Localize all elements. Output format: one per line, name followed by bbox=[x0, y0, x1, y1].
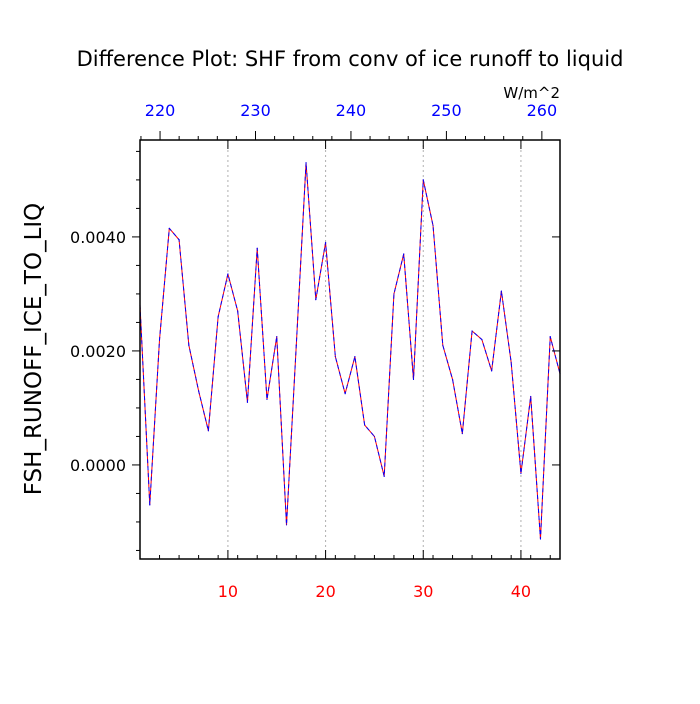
data-point bbox=[442, 344, 444, 346]
data-point bbox=[510, 361, 512, 363]
top-tick-label: 220 bbox=[145, 101, 176, 120]
data-point bbox=[539, 538, 542, 540]
data-point bbox=[305, 162, 307, 164]
series-line bbox=[139, 162, 561, 540]
data-point bbox=[168, 227, 170, 229]
data-point bbox=[461, 432, 463, 435]
data-point bbox=[432, 224, 434, 227]
data-point bbox=[549, 336, 551, 338]
tick-labels: 10 20 30 40 220 230 240 250 260 0.0000 0.0020 0.004… bbox=[70, 101, 557, 601]
data-point bbox=[295, 344, 297, 346]
data-point bbox=[481, 338, 483, 341]
data-point bbox=[285, 524, 288, 526]
data-point bbox=[364, 424, 366, 426]
data-point bbox=[227, 273, 229, 275]
data-point bbox=[373, 435, 376, 438]
top-axis-units: W/m^2 bbox=[503, 84, 560, 102]
data-point bbox=[276, 336, 278, 338]
data-point bbox=[266, 398, 268, 400]
data-point bbox=[237, 310, 239, 312]
grid-lines bbox=[227, 140, 522, 559]
data-point bbox=[344, 393, 346, 395]
x-tick-label: 20 bbox=[315, 582, 335, 601]
data-point bbox=[422, 179, 424, 181]
data-point bbox=[246, 401, 249, 403]
top-tick-label: 240 bbox=[336, 101, 367, 120]
y-axis-label: FSH_RUNOFF_ICE_TO_LIQ bbox=[21, 203, 47, 496]
x-tick-label: 10 bbox=[218, 582, 238, 601]
series-layer bbox=[139, 162, 561, 540]
top-tick-label: 260 bbox=[527, 101, 558, 120]
data-point bbox=[500, 290, 502, 292]
data-point bbox=[324, 242, 327, 244]
data-point bbox=[520, 472, 522, 475]
data-point bbox=[178, 239, 180, 241]
data-point bbox=[207, 430, 209, 432]
x-tick-label: 30 bbox=[413, 582, 433, 601]
y-tick-label: 0.0000 bbox=[70, 456, 126, 475]
tick-marks bbox=[132, 131, 560, 559]
x-tick-label: 40 bbox=[511, 582, 531, 601]
data-point bbox=[403, 253, 405, 255]
data-point bbox=[383, 475, 385, 477]
data-point bbox=[188, 344, 190, 346]
data-point bbox=[530, 395, 532, 398]
data-point bbox=[315, 299, 317, 301]
data-point bbox=[256, 247, 258, 249]
top-tick-label: 250 bbox=[431, 101, 462, 120]
data-point bbox=[491, 370, 493, 372]
series-line-dashed bbox=[139, 162, 561, 540]
chart-title: Difference Plot: SHF from conv of ice ru… bbox=[77, 47, 624, 71]
data-point bbox=[412, 378, 415, 381]
data-point bbox=[217, 316, 219, 318]
data-point bbox=[451, 378, 454, 381]
data-point bbox=[334, 356, 336, 358]
y-tick-label: 0.0020 bbox=[70, 342, 126, 361]
data-point bbox=[471, 330, 473, 332]
data-point bbox=[354, 356, 356, 358]
data-point bbox=[198, 390, 200, 392]
plot-frame bbox=[139, 139, 561, 560]
data-point bbox=[393, 293, 395, 295]
data-point bbox=[149, 504, 151, 506]
data-point bbox=[158, 338, 161, 341]
top-tick-label: 230 bbox=[240, 101, 271, 120]
y-tick-label: 0.0040 bbox=[70, 228, 126, 247]
